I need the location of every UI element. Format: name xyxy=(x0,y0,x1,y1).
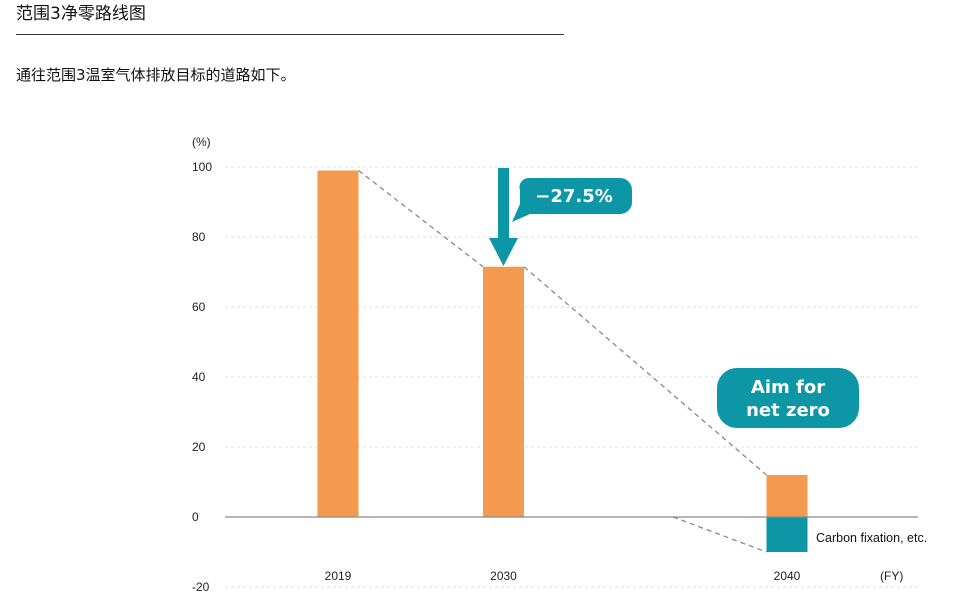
y-tick-label: 100 xyxy=(192,160,212,174)
reduction-label: −27.5% xyxy=(535,186,613,207)
y-axis-unit: (%) xyxy=(192,135,211,149)
trend-lines xyxy=(358,169,767,553)
bars xyxy=(317,170,808,552)
x-tick-label: 2040 xyxy=(774,569,801,583)
trend-line-negative xyxy=(672,516,767,553)
carbon-fixation-bar-2040 xyxy=(766,517,808,552)
bar-2019 xyxy=(317,170,359,517)
carbon-fixation-label: Carbon fixation, etc. xyxy=(816,531,927,545)
y-tick-label: 80 xyxy=(192,230,206,244)
y-tick-label: 40 xyxy=(192,370,206,384)
y-tick-label: 60 xyxy=(192,300,206,314)
trend-line xyxy=(358,169,484,268)
y-tick-label: -20 xyxy=(192,580,210,594)
reduction-arrow xyxy=(489,168,518,266)
y-tick-label: 0 xyxy=(192,510,199,524)
section-title: 范围3净零路线图 xyxy=(16,4,146,24)
x-tick-label: 2030 xyxy=(490,569,517,583)
net-zero-line2: net zero xyxy=(746,400,830,421)
title-divider xyxy=(16,34,564,35)
intro-text: 通往范围3温室气体排放目标的道路如下。 xyxy=(16,66,296,84)
net-zero-callout: Aim for net zero xyxy=(717,368,859,428)
net-zero-line1: Aim for xyxy=(751,377,825,398)
x-tick-label: 2019 xyxy=(325,569,352,583)
x-axis-ticks: 2019 2030 2040 xyxy=(325,569,801,583)
y-tick-label: 20 xyxy=(192,440,206,454)
y-axis-ticks: -20 0 20 40 60 80 100 xyxy=(192,160,212,594)
x-axis-unit: (FY) xyxy=(880,569,903,583)
bar-2030 xyxy=(483,266,524,517)
reduction-callout: −27.5% xyxy=(512,177,632,222)
bar-2040 xyxy=(766,475,808,517)
